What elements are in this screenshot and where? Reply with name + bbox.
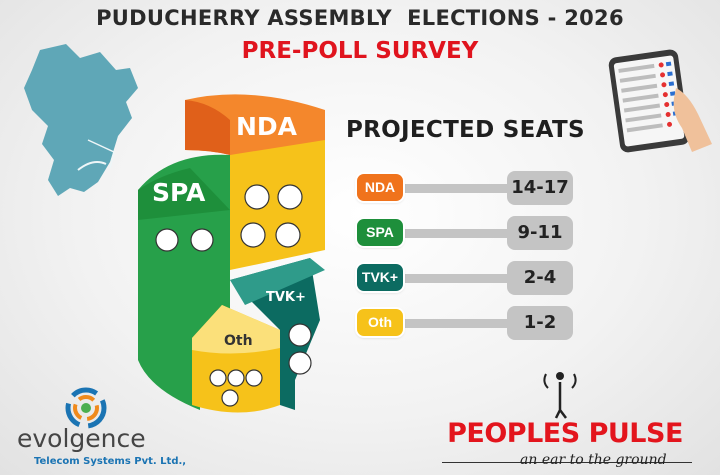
pie-chart [138,94,325,413]
seat-value: 2-4 [507,261,573,295]
party-tag: Oth [357,309,403,336]
projected-seats-heading: PROJECTED SEATS [346,117,585,143]
seat-row-tvk-plus: TVK+ 2-4 [357,261,573,295]
map-icon [24,44,138,196]
peoples-pulse-logo-text: PEOPLES PULSE [447,418,683,449]
evolgence-logo-icon [65,387,107,429]
seat-row-oth: Oth 1-2 [357,306,573,340]
pie-label-tvk: TVK+ [266,290,306,305]
seat-row-nda: NDA 14-17 [357,171,573,205]
page-subtitle: PRE-POLL SURVEY [241,38,479,64]
party-tag: NDA [357,174,403,201]
evolgence-name: evolgence [17,424,146,453]
slice-oth [192,305,280,413]
voting-machine-icon [608,49,712,153]
seat-bar-track [397,274,527,283]
party-symbol-icon [155,184,312,407]
pulse-logo-icon [543,372,577,419]
party-tag: TVK+ [357,264,403,291]
peoples-pulse-tagline: an ear to the ground [520,452,667,468]
pie-label-nda: NDA [236,112,298,141]
pie-label-oth: Oth [224,333,253,349]
evolgence-subtitle: Telecom Systems Pvt. Ltd., [34,456,187,467]
seat-row-spa: SPA 9-11 [357,216,573,250]
tagline-divider [442,462,692,463]
seat-value: 9-11 [507,216,573,250]
seat-value: 1-2 [507,306,573,340]
seat-bar-track [397,319,527,328]
party-tag: SPA [357,219,403,246]
page-title: PUDUCHERRY ASSEMBLY ELECTIONS - 2026 [96,6,624,30]
slice-spa [138,154,230,410]
seat-bar-track [397,229,527,238]
seat-bar-track [397,184,527,193]
seat-value: 14-17 [507,171,573,205]
pie-label-spa: SPA [152,178,206,207]
